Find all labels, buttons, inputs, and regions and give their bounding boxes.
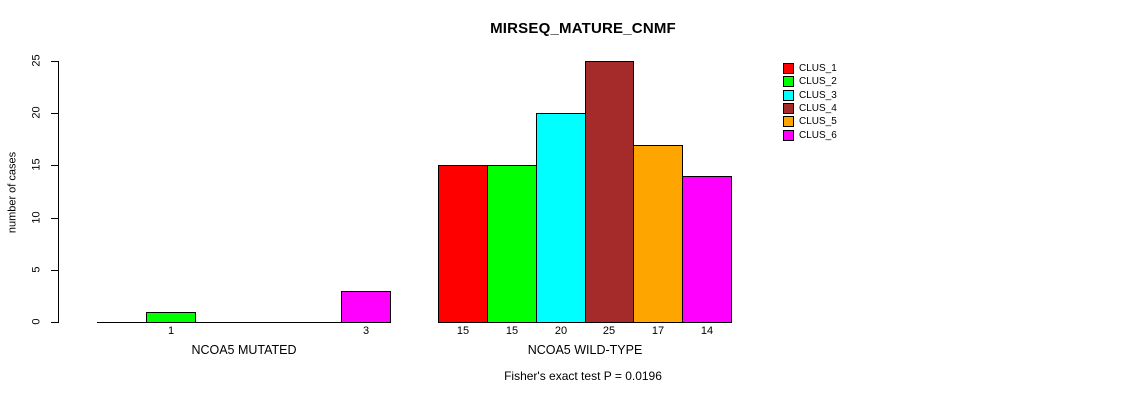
legend-label: CLUS_4 bbox=[799, 103, 837, 114]
bar-label: 15 bbox=[505, 325, 519, 337]
legend-swatch-clus_3 bbox=[783, 90, 794, 101]
bar-label: 20 bbox=[554, 325, 568, 337]
y-tick-label: 15 bbox=[30, 158, 43, 171]
legend-swatch-clus_1 bbox=[783, 63, 794, 74]
legend-swatch-clus_4 bbox=[783, 103, 794, 114]
bar-ncoa5-wild-type-clus_2 bbox=[487, 165, 537, 323]
bar-ncoa5-wild-type-clus_6 bbox=[682, 176, 732, 323]
bar-label: 3 bbox=[362, 325, 370, 337]
bar-ncoa5-wild-type-clus_3 bbox=[536, 113, 586, 323]
y-tick bbox=[51, 270, 58, 271]
bar-ncoa5-mutated-clus_2 bbox=[146, 312, 196, 323]
bar-ncoa5-wild-type-clus_4 bbox=[585, 61, 634, 323]
y-tick bbox=[51, 61, 58, 62]
legend-label: CLUS_1 bbox=[799, 63, 837, 74]
bar-ncoa5-wild-type-clus_5 bbox=[633, 145, 683, 323]
bar-label: 17 bbox=[651, 325, 665, 337]
legend-label: CLUS_2 bbox=[799, 76, 837, 87]
bar-ncoa5-wild-type-clus_1 bbox=[438, 165, 488, 323]
group-baseline-ncoa5-mutated bbox=[97, 322, 391, 323]
bar-label: 14 bbox=[700, 325, 714, 337]
y-tick-label: 0 bbox=[30, 318, 43, 325]
annotation-fisher-test: Fisher's exact test P = 0.0196 bbox=[504, 369, 662, 383]
y-tick-label: 25 bbox=[30, 54, 43, 67]
bar-ncoa5-mutated-clus_6 bbox=[341, 291, 391, 323]
bar-label: 15 bbox=[456, 325, 470, 337]
y-axis-label: number of cases bbox=[6, 151, 19, 234]
group-label-ncoa5-wild-type: NCOA5 WILD-TYPE bbox=[527, 343, 643, 357]
y-tick bbox=[51, 165, 58, 166]
y-tick bbox=[51, 322, 58, 323]
bar-label: 1 bbox=[167, 325, 175, 337]
y-tick-label: 20 bbox=[30, 106, 43, 119]
y-axis-line bbox=[58, 61, 59, 323]
legend-label: CLUS_6 bbox=[799, 130, 837, 141]
bar-label: 25 bbox=[602, 325, 616, 337]
group-label-ncoa5-mutated: NCOA5 MUTATED bbox=[191, 343, 297, 357]
y-tick-label: 10 bbox=[30, 211, 43, 224]
legend-swatch-clus_2 bbox=[783, 76, 794, 87]
legend-swatch-clus_6 bbox=[783, 130, 794, 141]
legend-label: CLUS_3 bbox=[799, 90, 837, 101]
legend-swatch-clus_5 bbox=[783, 116, 794, 127]
chart-title: MIRSEQ_MATURE_CNMF bbox=[490, 20, 676, 37]
y-tick bbox=[51, 218, 58, 219]
y-tick-label: 5 bbox=[30, 266, 43, 273]
legend-label: CLUS_5 bbox=[799, 116, 837, 127]
y-tick bbox=[51, 113, 58, 114]
